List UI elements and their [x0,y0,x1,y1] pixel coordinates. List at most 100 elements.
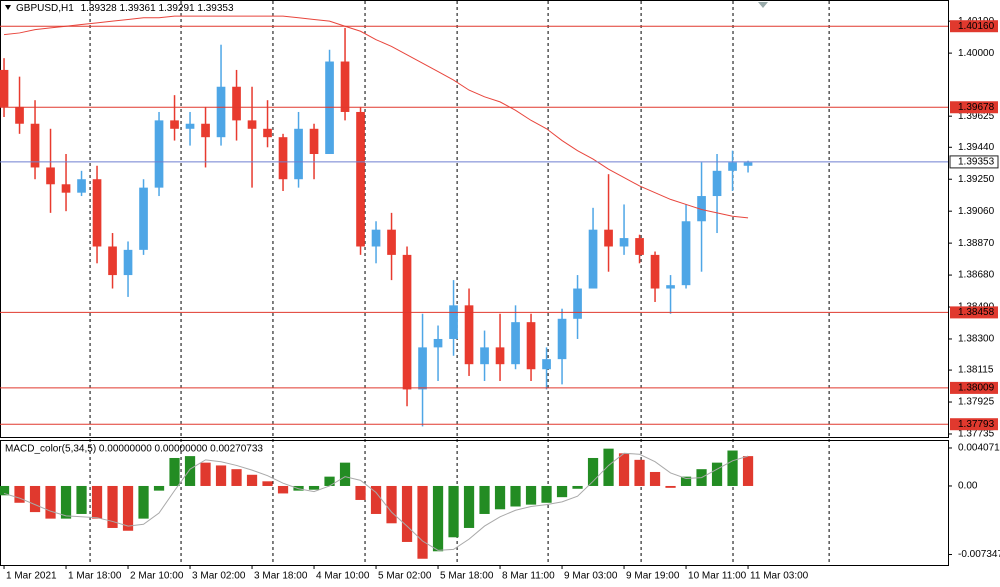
y-tick-label: -0.0073471 [958,549,1000,560]
moving-average [3,15,749,219]
macd-bar [448,485,459,538]
candle-body [588,229,598,289]
y-tick-label: 1.37735 [958,429,995,440]
last-price-tag [949,155,999,169]
candle-body [464,305,474,365]
macd-bar [463,485,475,528]
macd-bar [572,485,583,489]
macd-bar [386,485,397,524]
macd-bar [45,485,56,519]
macd-bar [215,465,227,486]
macd-bar [184,456,196,486]
candle-body [480,347,489,365]
macd-bar [76,485,87,514]
y-tick-label: 1.38870 [958,238,995,249]
candle-body [635,238,644,255]
macd-bar [308,485,320,490]
candle-body [30,123,40,168]
candle-body [526,322,536,370]
level-label: 1.38458 [958,307,995,318]
scroll-marker [758,2,768,8]
x-tick-label: 5 Mar 02:00 [378,571,432,582]
macd-bar [401,485,413,542]
candle-body [92,179,102,247]
candle-body [511,322,520,365]
candle-body [216,86,226,138]
y-tick-label: 1.39440 [958,142,995,153]
macd-bar [0,485,10,496]
y-tick-label: 1.38680 [958,270,995,281]
macd-bar [324,476,335,486]
macd-title: MACD_color(5,34,5) 0.00000000 0.00000000… [5,444,263,455]
candle-body [139,187,148,250]
macd-bar [14,485,25,503]
level-label: 1.37793 [958,419,995,430]
candle-body [170,120,179,129]
x-tick-label: 10 Mar 11:00 [688,571,747,582]
macd-bar [510,485,521,507]
symbol: GBPUSD,H1 [16,3,74,14]
candle-body [681,221,691,286]
macd-bar [494,485,506,510]
macd-bar [107,485,118,528]
macd-bar [153,485,165,491]
x-tick-label: 3 Mar 18:00 [254,571,308,582]
candle-body [325,61,334,155]
y-tick-label: 0.00 [958,481,978,492]
macd-bar [541,485,552,503]
macd-bar [525,485,537,505]
candle-body [604,229,613,247]
candle-body [418,347,427,390]
y-tick-label: 1.39625 [958,111,995,122]
x-tick-label: 1 Mar 2021 [6,571,57,582]
macd-bar [91,485,103,519]
x-tick-label: 4 Mar 10:00 [316,571,370,582]
main-panel [0,0,949,438]
x-tick-label: 11 Mar 03:00 [750,571,809,582]
signal-line [3,452,749,551]
y-tick-label: 1.40000 [958,48,995,59]
candle-body [728,162,737,171]
macd-bar [29,485,41,513]
macd-bar [231,469,242,486]
menu-arrow[interactable] [5,5,11,10]
level-tag [950,381,998,394]
candle-body [697,196,706,222]
macd-bar [370,485,382,514]
macd-bar [649,471,661,486]
candle-body [495,347,505,365]
macd-panel [0,440,949,566]
level-tag [950,101,998,114]
x-tick-label: 1 Mar 18:00 [68,571,122,582]
candle-body [402,254,412,390]
macd-bar [417,485,428,559]
level-tag [950,20,998,33]
macd-bar [262,481,273,486]
macd-bar [339,462,351,486]
macd-bar [603,448,614,486]
x-tick-label: 8 Mar 11:00 [502,571,555,582]
candle-body [356,111,365,247]
y-tick-label: 0.0040719 [958,443,1000,454]
macd-bar [200,462,211,486]
last-low: 1.39291 [158,3,195,14]
level-tag [950,418,998,431]
candle-body [185,123,195,129]
candle-body [387,229,396,255]
candle-body [650,254,660,289]
candle-body [247,120,257,129]
candle-body [371,229,381,247]
candle-body [743,162,753,166]
macd-bar [138,485,149,519]
header: GBPUSD,H1 1.39328 1.39361 1.39291 1.3935… [16,3,234,14]
candle-body [0,69,9,107]
candle-body [557,318,567,360]
candle-body [573,288,582,319]
macd-bar [634,459,645,486]
candle-body [232,86,241,121]
macd-bar [432,485,444,552]
macd-bar [711,462,723,486]
x-tick-label: 9 Mar 19:00 [626,571,680,582]
macd-bar [556,485,568,498]
